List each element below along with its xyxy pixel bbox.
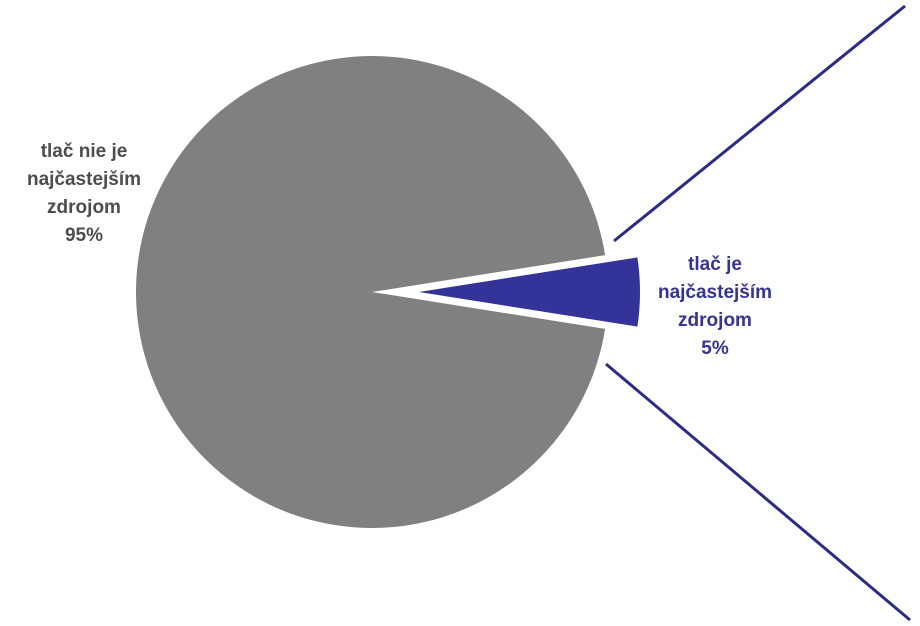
pie-slice-tlac-nie-je [135, 56, 606, 529]
slice-label-line: zdrojom [678, 310, 752, 331]
slice-label-line: najčastejším [657, 282, 773, 303]
connector-line-bottom [605, 362, 911, 622]
slice-label-line: najčastejším [26, 169, 142, 190]
slice-percent-label: 95% [64, 225, 104, 246]
slice-percent-label: 5% [701, 338, 729, 359]
pie-slice-tlac-je [405, 252, 644, 332]
slice-label-line: tlač je [688, 254, 742, 275]
slice-label-tlac-nie-je: tlač nie je najčastejším zdrojom 95% [27, 138, 141, 250]
slice-label-tlac-je: tlač je najčastejším zdrojom 5% [658, 251, 772, 363]
slice-label-line: zdrojom [47, 197, 121, 218]
connector-line-top [613, 4, 906, 243]
slice-label-line: tlač nie je [40, 141, 128, 162]
